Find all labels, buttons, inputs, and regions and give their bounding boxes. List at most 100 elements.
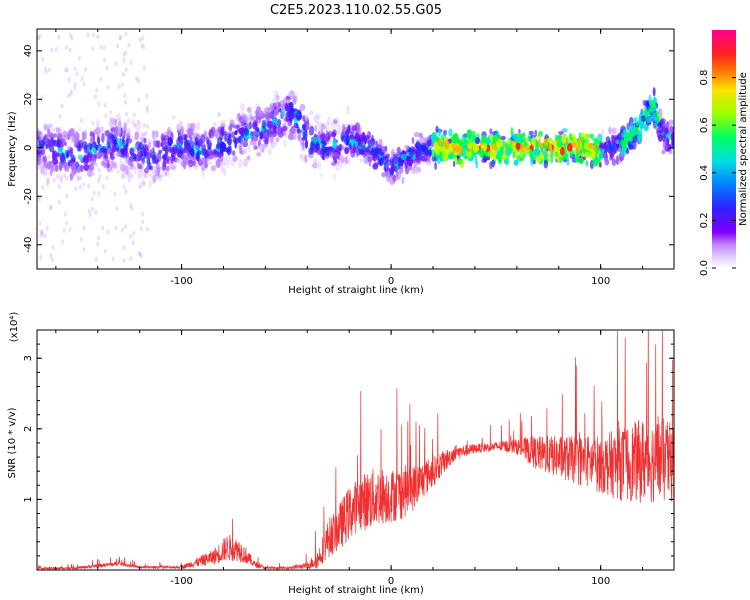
heatmap-cell [37, 156, 42, 166]
heatmap-cell [345, 155, 348, 164]
heatmap-cell [249, 141, 254, 146]
heatmap-cell [69, 89, 73, 95]
heatmap-cell [145, 108, 149, 114]
heatmap-cell [152, 147, 155, 153]
heatmap-cell [621, 139, 628, 147]
heatmap-cell [79, 184, 82, 190]
heatmap-cell [313, 159, 318, 169]
heatmap-cell [94, 210, 98, 216]
heatmap-cell [543, 159, 548, 169]
heatmap-cell [127, 177, 131, 183]
heatmap-cell [485, 136, 491, 146]
heatmap-cell [615, 143, 620, 149]
heatmap-cell [567, 143, 573, 152]
heatmap-cell [375, 154, 379, 160]
heatmap-cell [285, 103, 288, 112]
heatmap-cell [173, 149, 178, 155]
heatmap-cell [143, 172, 149, 178]
heatmap-cell [121, 170, 125, 175]
heatmap-cell [315, 118, 319, 126]
heatmap-cell [138, 251, 142, 257]
heatmap-cell [142, 181, 146, 187]
heatmap-cell [669, 125, 674, 134]
heatmap-cell [628, 128, 634, 133]
heatmap-cell [141, 179, 145, 188]
heatmap-cell [141, 157, 145, 165]
heatmap-cell [247, 144, 251, 153]
heatmap-cell [244, 128, 249, 136]
heatmap-cell [304, 123, 310, 131]
heatmap-cell [216, 158, 221, 169]
heatmap-cell [194, 162, 199, 170]
heatmap-cell [528, 130, 534, 135]
heatmap-cell [640, 115, 646, 123]
heatmap-cell [60, 103, 64, 109]
heatmap-cell [515, 142, 521, 150]
heatmap-cell [143, 148, 147, 156]
colorbar-tick-label: 0.8 [699, 70, 710, 86]
heatmap-cell [275, 140, 279, 145]
heatmap-cell [219, 141, 226, 151]
heatmap-cell [43, 161, 47, 167]
heatmap-cell [122, 258, 126, 264]
heatmap-cell [513, 159, 519, 166]
heatmap-cell [143, 137, 147, 144]
spectrogram-panel: -100 0 100 -40 -20 0 20 40 Height of straight l… [7, 28, 675, 296]
heatmap-cell [466, 129, 473, 139]
heatmap-cell [101, 225, 105, 231]
heatmap-cell [340, 162, 344, 168]
heatmap-cell [72, 166, 77, 175]
heatmap-cell [237, 112, 241, 119]
heatmap-cell [269, 133, 274, 144]
heatmap-cell [87, 208, 91, 214]
heatmap-cell [187, 159, 194, 168]
heatmap-cell [468, 151, 472, 158]
heatmap-cell [317, 164, 322, 170]
heatmap-cell [139, 131, 143, 140]
heatmap-cell [648, 94, 652, 104]
heatmap-cell [361, 132, 366, 140]
heatmap-cell [97, 167, 101, 173]
heatmap-cell [141, 132, 145, 138]
heatmap-cell [556, 134, 562, 141]
heatmap-cell [41, 231, 44, 237]
heatmap-cell [347, 157, 351, 164]
heatmap-cell [80, 118, 83, 123]
heatmap-cell [114, 60, 118, 66]
heatmap-cell [45, 181, 49, 187]
heatmap-cell [387, 160, 391, 166]
heatmap-cell [137, 97, 141, 103]
heatmap-cell [86, 32, 90, 38]
heatmap-cell [55, 127, 61, 133]
heatmap-cell [218, 151, 224, 158]
heatmap-cell [51, 127, 56, 133]
heatmap-cell [124, 155, 128, 166]
heatmap-cell [109, 116, 115, 123]
heatmap-cell [530, 156, 535, 162]
heatmap-cell [312, 162, 318, 169]
heatmap-cell [96, 151, 103, 159]
heatmap-cell [585, 160, 589, 167]
heatmap-cell [598, 161, 602, 168]
heatmap-cell [122, 126, 126, 132]
heatmap-cell [633, 117, 638, 123]
heatmap-cell [461, 147, 467, 158]
heatmap-cell [56, 152, 60, 157]
heatmap-cell [65, 175, 68, 182]
heatmap-cell [301, 136, 308, 141]
heatmap-cell [51, 245, 55, 250]
heatmap-cell [132, 112, 136, 118]
heatmap-cell [106, 84, 110, 90]
heatmap-cell [97, 101, 101, 107]
heatmap-cell [92, 141, 97, 149]
heatmap-cell [356, 137, 361, 142]
heatmap-cell [196, 121, 201, 131]
heatmap-cell [187, 145, 192, 151]
heatmap-cell [274, 109, 278, 118]
heatmap-cell [103, 248, 107, 254]
heatmap-cell [161, 139, 167, 146]
heatmap-cell [562, 153, 569, 159]
heatmap-cell [52, 151, 56, 161]
spectrogram-x-label: Height of straight line (km) [288, 285, 424, 296]
